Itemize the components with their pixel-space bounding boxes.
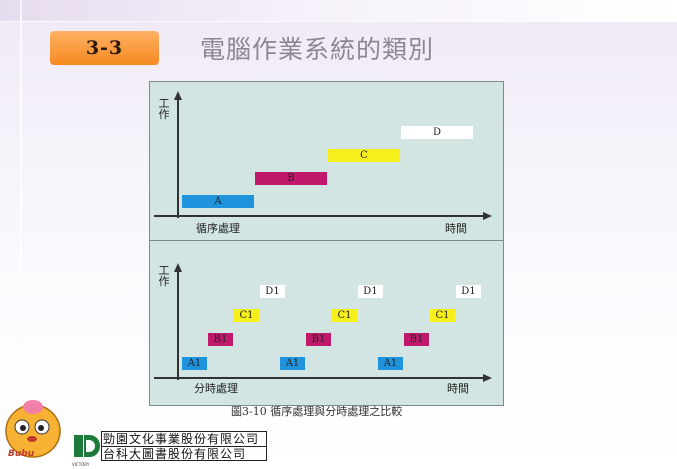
- top-x-axis-label: 時間: [445, 222, 467, 235]
- publisher-box-divider: [101, 446, 267, 447]
- slice-b1-cycle-1: B1: [306, 333, 331, 346]
- slice-d1-cycle-2: D1: [456, 285, 481, 298]
- mascot-text: Bubu: [8, 449, 35, 459]
- publisher-logo-text: VICTORY: [72, 462, 90, 467]
- bottom-y-axis-label: 工作: [158, 264, 170, 288]
- bottom-x-axis: [154, 377, 484, 379]
- bottom-y-arrow-icon: [174, 263, 182, 272]
- publisher-name-2: 台科大圖書股份有限公司: [103, 447, 247, 461]
- publisher-name-1: 勁園文化事業股份有限公司: [103, 432, 260, 446]
- job-bar-b: B: [255, 172, 327, 185]
- slice-c1-cycle-1: C1: [332, 309, 357, 322]
- slice-b1-cycle-0: B1: [208, 333, 233, 346]
- job-bar-a: A: [182, 195, 254, 208]
- job-bar-d: D: [401, 126, 473, 139]
- top-x-axis: [154, 215, 484, 217]
- bottom-mode-label: 分時處理: [194, 382, 238, 395]
- slice-d1-cycle-0: D1: [260, 285, 285, 298]
- top-y-arrow-icon: [174, 91, 182, 100]
- header-rule: [0, 21, 677, 22]
- top-y-axis-label: 工作: [158, 97, 170, 121]
- slice-a1-cycle-1: A1: [280, 357, 305, 370]
- bottom-x-axis-label: 時間: [447, 382, 469, 395]
- slice-b1-cycle-2: B1: [404, 333, 429, 346]
- publisher-logo-icon: [74, 435, 100, 457]
- decorative-vertical-line: [20, 0, 22, 469]
- slice-d1-cycle-1: D1: [358, 285, 383, 298]
- slice-c1-cycle-0: C1: [234, 309, 259, 322]
- top-mode-label: 循序處理: [196, 222, 240, 235]
- section-number-badge: 3-3: [50, 31, 159, 65]
- slide-title: 電腦作業系統的類別: [200, 35, 435, 64]
- job-bar-c: C: [328, 149, 400, 162]
- top-x-arrow-icon: [483, 212, 492, 220]
- slice-c1-cycle-2: C1: [430, 309, 455, 322]
- top-y-axis: [177, 98, 179, 218]
- figure-caption: 圖3-10 循序處理與分時處理之比較: [231, 405, 403, 418]
- slice-a1-cycle-0: A1: [182, 357, 207, 370]
- panel-divider: [150, 240, 503, 241]
- bottom-x-arrow-icon: [483, 374, 492, 382]
- bottom-y-axis: [177, 270, 179, 380]
- bubu-mascot-icon: [5, 400, 61, 458]
- slice-a1-cycle-2: A1: [378, 357, 403, 370]
- header-band: [0, 0, 677, 22]
